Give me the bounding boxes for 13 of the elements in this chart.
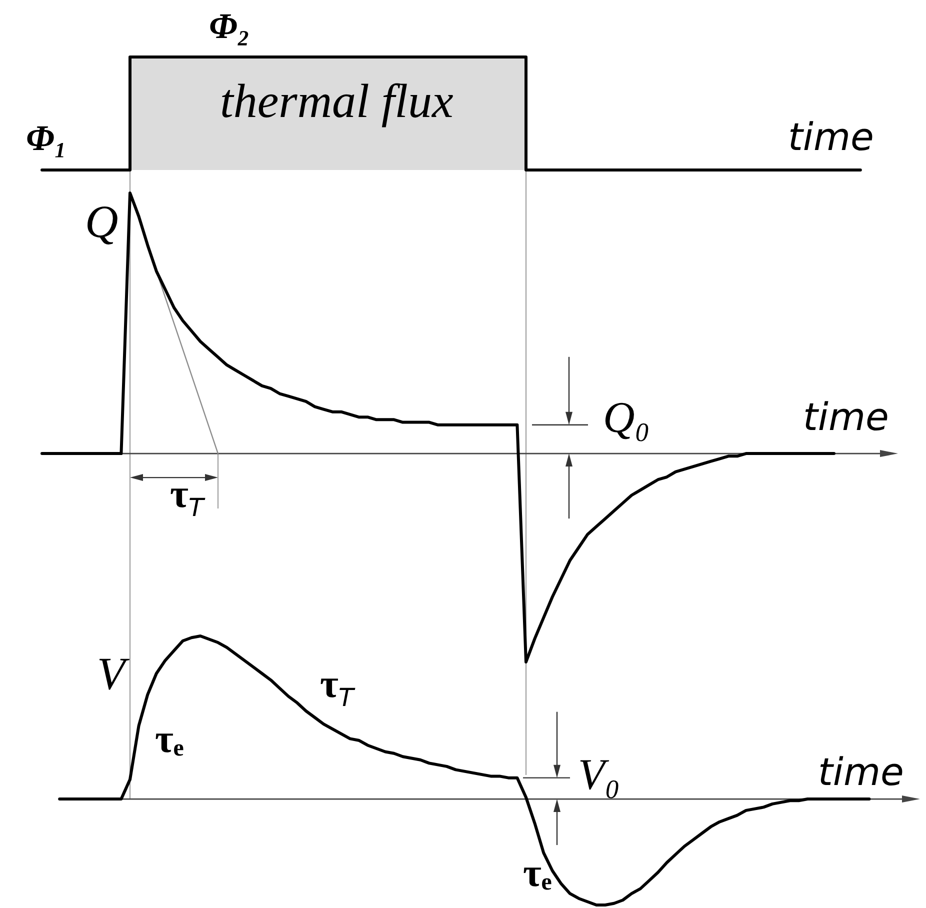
annotation: Φ₂ <box>209 6 250 46</box>
x-axis-title: time <box>803 395 889 440</box>
x-axis-title: time <box>788 115 874 160</box>
annotation: τₑ <box>523 850 552 896</box>
y-axis-title: Q <box>85 196 118 248</box>
x-axis-title: time <box>818 750 904 794</box>
annotation: thermal flux <box>220 74 454 128</box>
annotation: τ$_{T}$ <box>320 661 354 712</box>
annotation: Q₀ <box>603 392 650 442</box>
annotation: τₑ <box>155 716 184 762</box>
annotation: Φ₁ <box>26 118 67 158</box>
annotation: τ$_{T}$ <box>170 471 204 522</box>
annotation: V₀ <box>578 750 620 799</box>
